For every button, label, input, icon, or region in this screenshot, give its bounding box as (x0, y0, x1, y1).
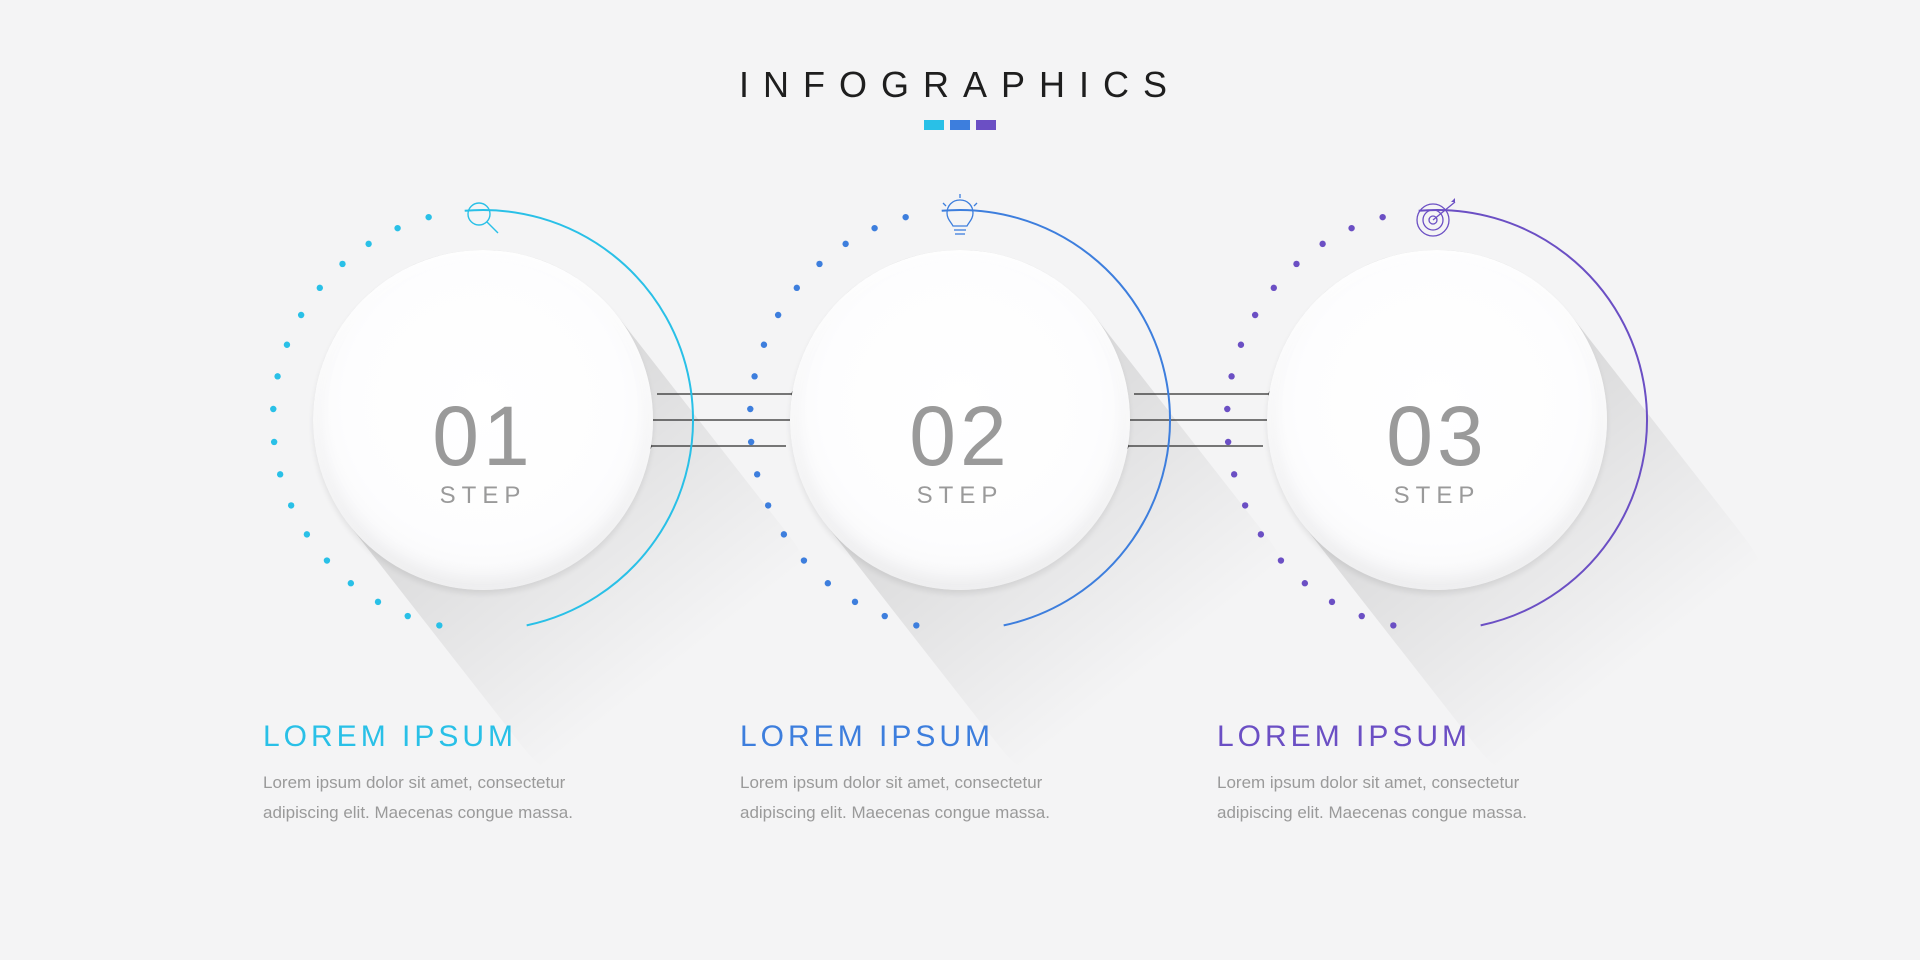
accent-swatch-3 (976, 120, 996, 130)
step-1-number: 01 (313, 388, 653, 485)
step-3-caption-title: LOREM IPSUM (1217, 720, 1657, 754)
step-2-caption-title: LOREM IPSUM (740, 720, 1180, 754)
magnifier-icon (455, 190, 511, 246)
step-2-disc: 02 STEP (790, 250, 1130, 590)
infographic-stage: 01 STEP LOREM IPSUM Lorem ipsum dolor si… (0, 170, 1920, 960)
step-2-number: 02 (790, 388, 1130, 485)
step-2-label: STEP (790, 482, 1130, 510)
step-1-caption-title: LOREM IPSUM (263, 720, 703, 754)
step-1: 01 STEP LOREM IPSUM Lorem ipsum dolor si… (263, 200, 703, 640)
step-2-caption-body: Lorem ipsum dolor sit amet, consectetur … (740, 768, 1120, 828)
step-1-label: STEP (313, 482, 653, 510)
page-title: INFOGRAPHICS (0, 64, 1920, 106)
step-3-number: 03 (1267, 388, 1607, 485)
step-2-caption: LOREM IPSUM Lorem ipsum dolor sit amet, … (740, 720, 1180, 828)
step-3-label: STEP (1267, 482, 1607, 510)
target-icon (1409, 190, 1465, 246)
step-1-disc: 01 STEP (313, 250, 653, 590)
step-3: 03 STEP LOREM IPSUM Lorem ipsum dolor si… (1217, 200, 1657, 640)
step-3-disc: 03 STEP (1267, 250, 1607, 590)
step-2: 02 STEP LOREM IPSUM Lorem ipsum dolor si… (740, 200, 1180, 640)
step-3-caption: LOREM IPSUM Lorem ipsum dolor sit amet, … (1217, 720, 1657, 828)
step-3-caption-body: Lorem ipsum dolor sit amet, consectetur … (1217, 768, 1597, 828)
step-1-caption-body: Lorem ipsum dolor sit amet, consectetur … (263, 768, 643, 828)
step-1-caption: LOREM IPSUM Lorem ipsum dolor sit amet, … (263, 720, 703, 828)
accent-bar (924, 120, 996, 130)
lightbulb-icon (932, 190, 988, 246)
accent-swatch-1 (924, 120, 944, 130)
accent-swatch-2 (950, 120, 970, 130)
